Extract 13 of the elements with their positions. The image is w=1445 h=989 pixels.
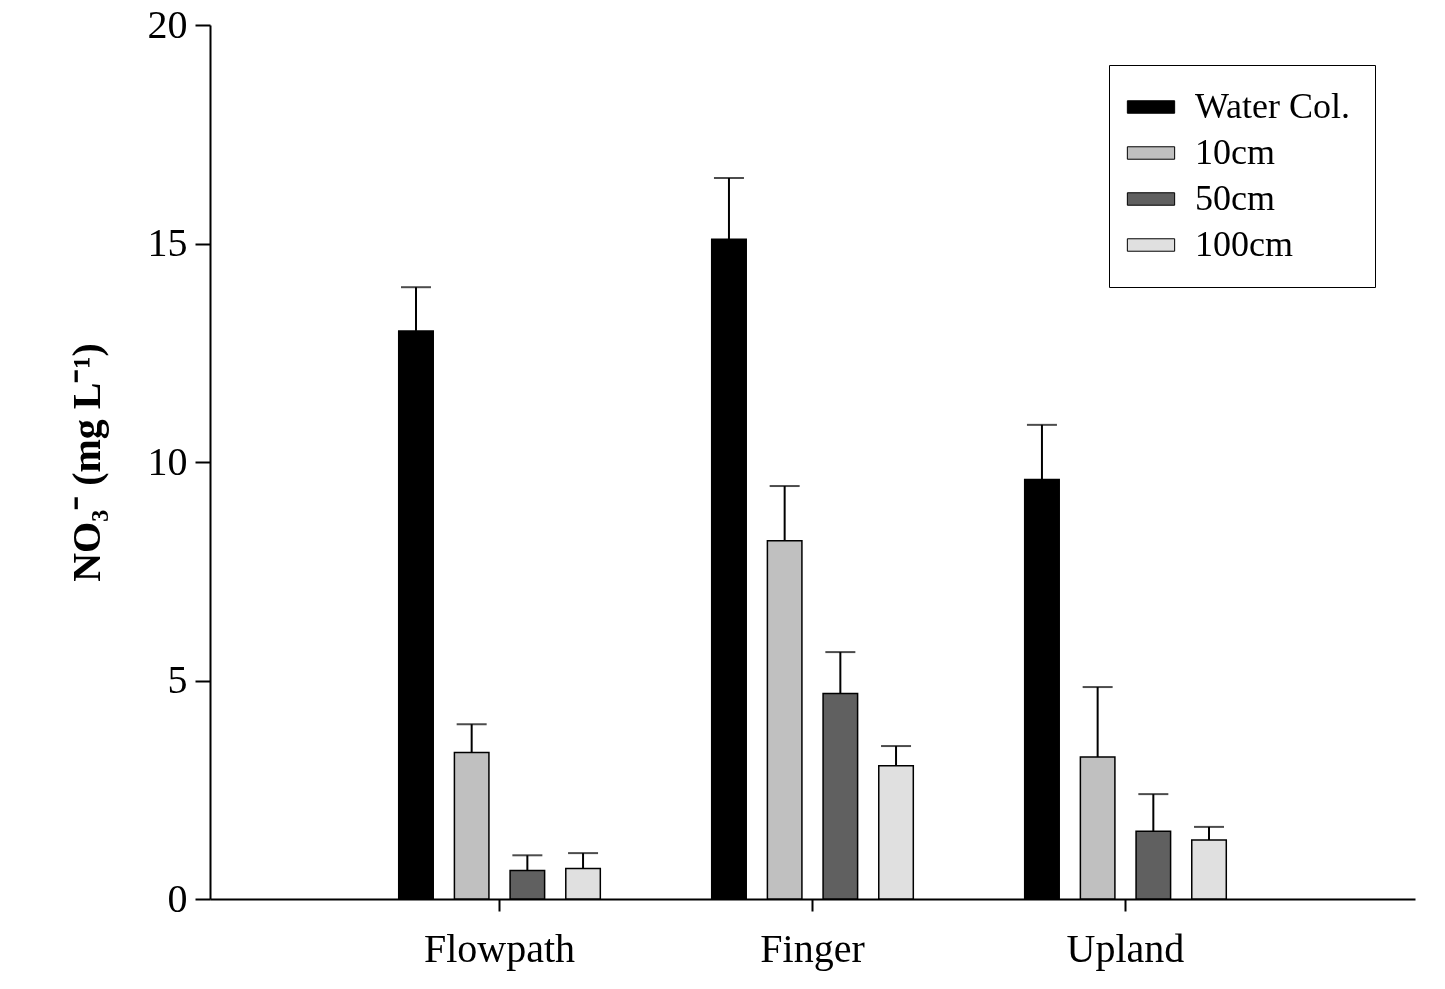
x-tick-label: Flowpath bbox=[423, 925, 576, 971]
y-tick-label: 5 bbox=[167, 657, 188, 702]
y-tick-label: 20 bbox=[147, 1, 188, 47]
legend-label: 50cm bbox=[1195, 178, 1275, 218]
legend-label: Water Col. bbox=[1195, 86, 1351, 126]
x-tick-label: Upland bbox=[1066, 925, 1185, 971]
y-tick-label: 10 bbox=[147, 438, 188, 484]
x-tick-label: Finger bbox=[760, 925, 865, 971]
legend-label: 10cm bbox=[1195, 132, 1275, 172]
y-tick-label: 0 bbox=[167, 875, 188, 921]
legend-label: 100cm bbox=[1195, 224, 1293, 264]
y-axis-title: NO₃⁻ (mg L⁻¹) bbox=[63, 343, 109, 582]
y-tick-label: 15 bbox=[147, 220, 188, 265]
